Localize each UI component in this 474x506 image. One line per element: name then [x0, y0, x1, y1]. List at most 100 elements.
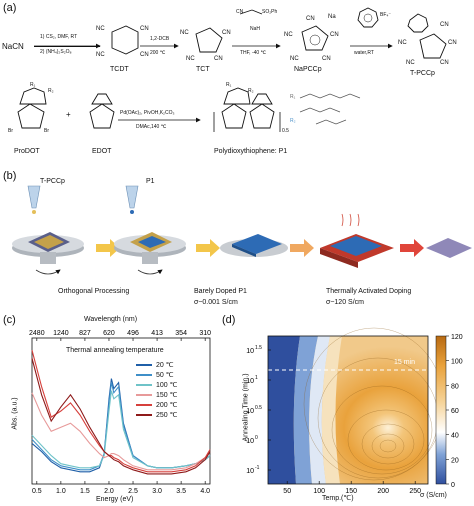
- compound-napccp: NaPCCp: [294, 66, 322, 73]
- na-label: Na: [328, 14, 336, 20]
- x-tick-label-c: 0.5: [32, 488, 42, 495]
- colorbar-label: σ (S/cm): [420, 492, 447, 499]
- step2-condition-2: 200 ℃: [150, 50, 166, 56]
- plot-frame-c: [31, 337, 211, 485]
- panel-b-label: (b): [3, 170, 17, 182]
- legend-swatch: [136, 374, 152, 376]
- series-line-5: [31, 358, 211, 475]
- plus-sign: +: [66, 110, 71, 119]
- step2-condition-1: 1,2-DCB: [150, 36, 170, 42]
- prodot-r1: R₁: [30, 82, 36, 88]
- x-axis-label-c: Energy (eV): [96, 496, 134, 503]
- y-axis-label-d: Annealing Time (min.): [242, 373, 250, 442]
- step1-condition-2: 2) (NH₄)₂S₂O₈: [40, 49, 72, 55]
- cn-label-10: NC: [284, 32, 293, 38]
- top-tick-label-c: 1240: [53, 330, 69, 337]
- cn-label-12: NC: [290, 56, 299, 62]
- top-axis-label: Wavelength (nm): [84, 316, 138, 323]
- colorbar-tick-label: 100: [451, 359, 463, 366]
- x-axis-label-d: Temp.(℃): [322, 495, 354, 502]
- cn-label-16: CN: [448, 40, 457, 46]
- compound-tct: TCT: [196, 66, 210, 73]
- coupling-condition-2: DMAc,140 ℃: [136, 124, 167, 130]
- step4-reagent: BF₄⁻: [380, 12, 392, 18]
- cn-label-13: CN: [322, 56, 331, 62]
- colorbar-tick-label: 20: [451, 457, 459, 464]
- y-tick-label-d: 10: [246, 438, 254, 445]
- step-orthogonal-processing: Orthogonal Processing: [58, 288, 130, 295]
- prodot-br-right: Br: [44, 128, 49, 134]
- y-tick-label-d: 10: [246, 468, 254, 475]
- step1-arrow: [34, 46, 100, 47]
- colorbar-tick-label: 40: [451, 433, 459, 440]
- absorption-spectra-chart: 0.5 1.0 1.5 2.0 2.5 3.0 3.5 4.0 2480 1240 827 620 49…: [29, 330, 211, 495]
- scheme-structures: [17, 7, 447, 132]
- colorbar-tick-label: 0: [451, 482, 455, 489]
- legend-item-1: 50 ℃: [136, 370, 206, 380]
- polymer-r1: R₁: [226, 82, 232, 88]
- step-thermal-doping-sigma: σ~120 S/cm: [326, 299, 364, 306]
- legend-item-2: 100 ℃: [136, 380, 206, 390]
- cn-label-18: CN: [440, 60, 449, 66]
- x-tick-label-d: 200: [377, 488, 389, 495]
- compound-edot: EDOT: [92, 148, 112, 155]
- reagent-nacn: NaCN: [2, 42, 24, 51]
- legend-swatch: [136, 364, 152, 366]
- legend-item-0: 20 ℃: [136, 360, 206, 370]
- x-tick-label-c: 2.5: [128, 488, 138, 495]
- x-tick-label-d: 150: [345, 488, 357, 495]
- reagent-so2ph: SO₂Ph: [262, 9, 278, 15]
- y-tick-exponent-d: 1.5: [255, 345, 262, 351]
- y-tick-label-d: 10: [246, 348, 254, 355]
- legend-swatch: [136, 394, 152, 396]
- legend-label: 200 ℃: [156, 402, 178, 409]
- cn-label-5: NC: [180, 30, 189, 36]
- polymer-drop-label: P1: [146, 178, 155, 185]
- processing-schematic: [12, 185, 472, 275]
- legend-item-4: 200 ℃: [136, 400, 206, 410]
- cn-label-14: CN: [440, 22, 449, 28]
- x-tick-label-d: 250: [409, 488, 421, 495]
- panel-c-label: (c): [3, 314, 16, 326]
- cn-label-15: NC: [398, 40, 407, 46]
- cn-label-17: NC: [406, 60, 415, 66]
- x-tick-label-d: 100: [313, 488, 325, 495]
- compound-polymer: Polydioxythiophene: P1: [214, 148, 288, 155]
- compound-tpccp: T-PCCp: [410, 70, 435, 77]
- top-tick-label-c: 354: [175, 330, 187, 337]
- cn-label-9: CN: [306, 16, 315, 22]
- x-tick-label-c: 2.0: [104, 488, 114, 495]
- legend-swatch: [136, 404, 152, 406]
- step-barely-doped-sigma: σ~0.001 S/cm: [194, 299, 238, 306]
- series-line-4: [31, 350, 211, 473]
- cn-label-2: CN: [140, 26, 149, 32]
- cn-label-1: NC: [96, 26, 105, 32]
- legend-item-5: 250 ℃: [136, 410, 206, 420]
- y-tick-label-d: 10: [246, 378, 254, 385]
- reagent-cn: CN: [236, 9, 244, 15]
- step3-condition-2: THF, -40 ℃: [240, 50, 267, 56]
- legend-label: 100 ℃: [156, 382, 178, 389]
- y-tick-label-d: 10: [246, 408, 254, 415]
- panel-d-label: (d): [222, 314, 236, 326]
- x-tick-label-c: 1.5: [80, 488, 90, 495]
- step3-condition-1: NaH: [250, 26, 261, 32]
- annotation-15min: 15 min: [394, 359, 416, 366]
- x-tick-label-c: 3.5: [176, 488, 186, 495]
- legend-c: 20 ℃ 50 ℃ 100 ℃ 150 ℃ 200 ℃ 250 ℃: [136, 360, 206, 420]
- colorbar-tick-label: 80: [451, 383, 459, 390]
- top-tick-label-c: 827: [79, 330, 91, 337]
- cn-label-6: CN: [222, 30, 231, 36]
- polymer-r2: R₂: [248, 88, 254, 94]
- legend-label: 250 ℃: [156, 412, 178, 419]
- y-tick-exponent-d: 0.5: [255, 405, 262, 411]
- compound-tcdt: TCDT: [110, 66, 129, 73]
- x-tick-label-c: 1.0: [56, 488, 66, 495]
- prodot-br-left: Br: [8, 128, 13, 134]
- prodot-r2: R₂: [48, 88, 54, 94]
- cn-label-4: CN: [140, 52, 149, 58]
- legend-swatch: [136, 384, 152, 386]
- step4-condition: water,RT: [354, 50, 374, 56]
- legend-swatch: [136, 414, 152, 416]
